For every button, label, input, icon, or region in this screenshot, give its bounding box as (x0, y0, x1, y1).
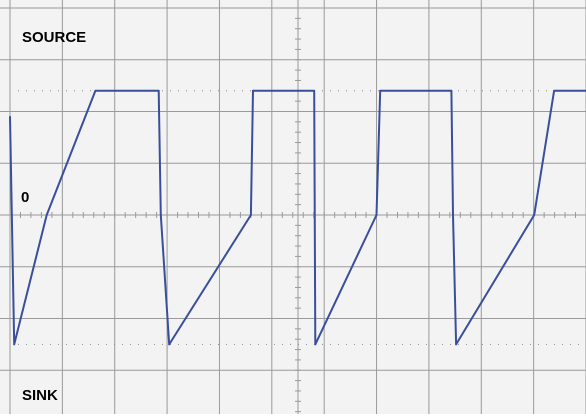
waveform-point (291, 89, 294, 92)
waveform-point (45, 214, 48, 216)
waveform-point (452, 214, 454, 216)
waveform-point (455, 343, 457, 346)
waveform-point (569, 89, 572, 92)
waveform-point (375, 214, 378, 216)
waveform-point (553, 89, 555, 92)
reference-level-lines (18, 90, 586, 345)
waveform-point (533, 214, 536, 216)
trace-layer (9, 89, 586, 346)
waveform-point (9, 115, 11, 118)
waveform-point (252, 89, 254, 92)
waveform-point (13, 343, 16, 346)
waveform-point (379, 89, 382, 92)
waveform-point (157, 89, 160, 92)
waveform-point (314, 343, 317, 346)
zero-label: 0 (21, 189, 30, 206)
waveform-point (159, 214, 162, 216)
waveform-point (399, 89, 401, 92)
waveform-point (250, 214, 252, 216)
waveform-point (450, 89, 453, 92)
waveform-point (313, 89, 316, 92)
sink-label: SINK (22, 387, 58, 404)
source-label: SOURCE (22, 29, 87, 46)
waveform-point (94, 89, 97, 92)
waveform-point (168, 343, 171, 346)
waveform-point (96, 89, 98, 92)
